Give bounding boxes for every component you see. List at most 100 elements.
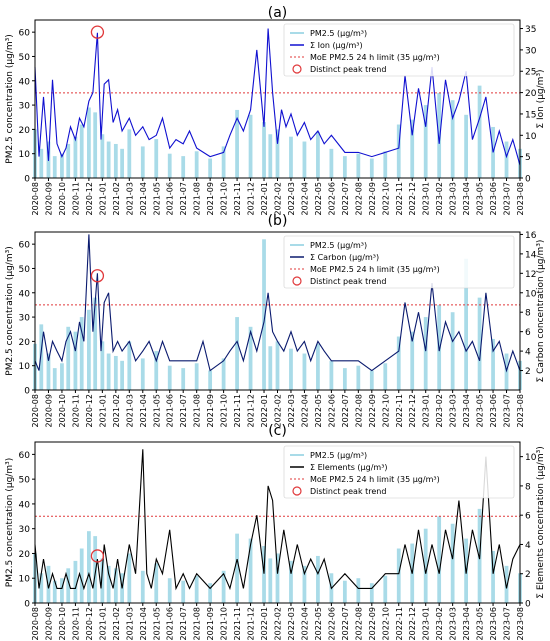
pm25-bar	[235, 317, 239, 390]
pm25-bar	[154, 563, 159, 603]
x-tick-label: 2022-04	[300, 182, 309, 215]
pm25-bar	[100, 558, 105, 603]
pm25-bar	[329, 360, 334, 390]
legend-label: PM2.5 (µg/m³)	[310, 241, 367, 250]
legend-swatch-peak	[292, 64, 302, 74]
y-left-tick-label: 0	[24, 600, 30, 610]
pm25-bar	[194, 575, 199, 603]
pm25-bar	[52, 580, 57, 603]
pm25-bar	[167, 365, 172, 390]
x-tick-label: 2020-08	[31, 182, 40, 215]
y-right-axis-label: Σ Carbon concentration (µg/m³)	[536, 240, 546, 383]
legend-label: Σ Elements (µg/m³)	[310, 463, 388, 472]
pm25-bar	[46, 353, 51, 390]
legend-label: MoE PM2.5 24 h limit (35 µg/m³)	[310, 475, 440, 484]
pm25-bar	[450, 523, 455, 603]
pm25-bar	[235, 109, 239, 178]
pm25-bar	[87, 531, 91, 603]
x-tick-label: 2022-09	[368, 394, 377, 427]
x-tick-label: 2022-11	[395, 182, 404, 215]
pm25-bar	[52, 368, 57, 390]
pm25-bar	[369, 583, 374, 603]
pm25-bar	[154, 139, 159, 178]
pm25-bar	[106, 353, 111, 390]
pm25-bar	[106, 565, 111, 603]
pm25-bar	[262, 546, 266, 603]
legend-label: Distinct peak trend	[310, 277, 386, 286]
legend: PM2.5 (µg/m³) Σ Elements (µg/m³) MoE PM2.5…	[283, 445, 515, 499]
pm25-bar	[356, 365, 361, 390]
legend-label: Σ Carbon (µg/m³)	[310, 253, 379, 262]
pm25-bar	[221, 570, 226, 603]
x-tick-label: 2021-06	[166, 182, 175, 215]
x-tick-label: 2022-10	[381, 182, 390, 215]
x-tick-label: 2021-10	[220, 182, 229, 215]
pm25-bar	[39, 324, 44, 390]
x-tick-label: 2023-04	[462, 394, 471, 427]
y-right-tick-label: 6	[525, 512, 531, 522]
pm25-bar	[437, 516, 442, 603]
pm25-bar	[289, 560, 293, 603]
pm25-bar	[356, 578, 361, 603]
x-tick-label: 2020-11	[71, 394, 80, 427]
y-right-tick-label: 6	[525, 328, 531, 338]
x-tick-label: 2021-04	[139, 394, 148, 427]
y-right-tick-label: 30	[525, 46, 537, 56]
y-left-tick-label: 20	[19, 126, 31, 136]
x-tick-label: 2021-04	[139, 607, 148, 640]
pm25-bar	[93, 297, 98, 390]
y-left-tick-label: 60	[19, 29, 31, 39]
x-tick-label: 2023-02	[435, 182, 444, 215]
pm25-bar	[464, 258, 468, 390]
legend-label: PM2.5 (µg/m³)	[310, 451, 367, 460]
legend-label: MoE PM2.5 24 h limit (35 µg/m³)	[310, 53, 440, 62]
pm25-bar	[275, 129, 280, 178]
x-tick-label: 2023-01	[422, 182, 431, 215]
legend-label: PM2.5 (µg/m³)	[310, 29, 367, 38]
y-left-tick-label: 60	[19, 241, 31, 251]
pm25-bar	[268, 558, 273, 603]
pm25-bar	[316, 131, 320, 178]
distinct-peak-marker	[90, 25, 105, 39]
x-tick-label: 2020-09	[44, 607, 53, 640]
pm25-bar	[423, 105, 428, 178]
pm25-bar	[79, 124, 84, 178]
distinct-peak-marker	[90, 269, 105, 283]
x-tick-label: 2021-09	[206, 182, 215, 215]
pm25-bar	[356, 153, 361, 178]
pm25-bar	[504, 565, 509, 603]
x-tick-label: 2020-12	[85, 607, 94, 640]
x-tick-label: 2021-12	[247, 182, 256, 215]
y-right-tick-label: 0	[525, 175, 531, 185]
x-tick-label: 2022-06	[327, 607, 336, 640]
x-tick-label: 2023-02	[435, 607, 444, 640]
x-tick-label: 2022-09	[368, 607, 377, 640]
pm25-bar	[369, 370, 374, 390]
legend-swatch-peak	[292, 276, 302, 286]
x-tick-label: 2021-10	[220, 607, 229, 640]
x-tick-label: 2020-10	[58, 182, 67, 215]
chart-panel-3: (c) 0 10 20 30 40 50 60 0 2 4 6 8 10 2020-08 2020-09 202…	[5, 423, 546, 640]
x-tick-label: 2021-01	[98, 182, 107, 215]
y-left-tick-label: 50	[19, 476, 31, 486]
x-tick-label: 2020-09	[44, 394, 53, 427]
pm25-bar	[423, 317, 428, 390]
y-left-tick-label: 20	[19, 550, 31, 560]
pm25-bar	[464, 114, 468, 178]
x-tick-label: 2023-05	[476, 394, 485, 427]
x-tick-label: 2021-11	[233, 394, 242, 427]
pm25-bar	[113, 355, 118, 390]
x-tick-label: 2022-01	[260, 607, 269, 640]
y-right-tick-label: 20	[525, 89, 537, 99]
x-tick-label: 2021-02	[112, 607, 121, 640]
y-left-tick-label: 40	[19, 77, 31, 87]
legend-label: Distinct peak trend	[310, 487, 386, 496]
x-tick-label: 2023-05	[476, 607, 485, 640]
distinct-peak-marker	[90, 549, 105, 563]
pm25-bar	[248, 326, 253, 390]
pm25-bar	[113, 143, 118, 178]
pm25-bar	[221, 146, 226, 178]
pm25-bar	[275, 553, 280, 603]
x-tick-label: 2022-10	[381, 394, 390, 427]
pm25-bar	[127, 341, 132, 390]
